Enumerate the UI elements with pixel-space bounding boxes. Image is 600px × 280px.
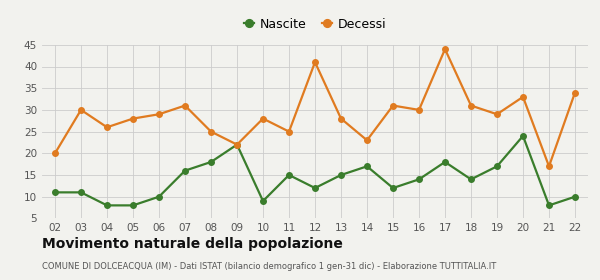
- Decessi: [364, 139, 371, 142]
- Decessi: [493, 113, 500, 116]
- Nascite: [130, 204, 137, 207]
- Decessi: [77, 108, 85, 112]
- Decessi: [415, 108, 422, 112]
- Line: Decessi: Decessi: [52, 46, 578, 169]
- Decessi: [467, 104, 475, 107]
- Text: COMUNE DI DOLCEACQUA (IM) - Dati ISTAT (bilancio demografico 1 gen-31 dic) - Ela: COMUNE DI DOLCEACQUA (IM) - Dati ISTAT (…: [42, 262, 496, 271]
- Nascite: [415, 178, 422, 181]
- Decessi: [155, 113, 163, 116]
- Line: Nascite: Nascite: [52, 133, 578, 208]
- Nascite: [520, 134, 527, 138]
- Nascite: [545, 204, 553, 207]
- Nascite: [286, 173, 293, 177]
- Decessi: [545, 165, 553, 168]
- Nascite: [155, 195, 163, 198]
- Decessi: [311, 60, 319, 64]
- Nascite: [208, 160, 215, 164]
- Nascite: [311, 186, 319, 190]
- Decessi: [52, 152, 59, 155]
- Decessi: [208, 130, 215, 133]
- Legend: Nascite, Decessi: Nascite, Decessi: [239, 13, 391, 36]
- Nascite: [259, 199, 266, 203]
- Decessi: [130, 117, 137, 120]
- Decessi: [442, 48, 449, 51]
- Decessi: [520, 95, 527, 99]
- Decessi: [337, 117, 344, 120]
- Decessi: [259, 117, 266, 120]
- Decessi: [389, 104, 397, 107]
- Nascite: [337, 173, 344, 177]
- Decessi: [286, 130, 293, 133]
- Nascite: [571, 195, 578, 198]
- Nascite: [364, 165, 371, 168]
- Nascite: [389, 186, 397, 190]
- Nascite: [181, 169, 188, 172]
- Nascite: [442, 160, 449, 164]
- Decessi: [233, 143, 241, 146]
- Nascite: [467, 178, 475, 181]
- Decessi: [571, 91, 578, 94]
- Text: Movimento naturale della popolazione: Movimento naturale della popolazione: [42, 237, 343, 251]
- Nascite: [103, 204, 110, 207]
- Decessi: [103, 125, 110, 129]
- Nascite: [233, 143, 241, 146]
- Nascite: [493, 165, 500, 168]
- Nascite: [52, 191, 59, 194]
- Decessi: [181, 104, 188, 107]
- Nascite: [77, 191, 85, 194]
